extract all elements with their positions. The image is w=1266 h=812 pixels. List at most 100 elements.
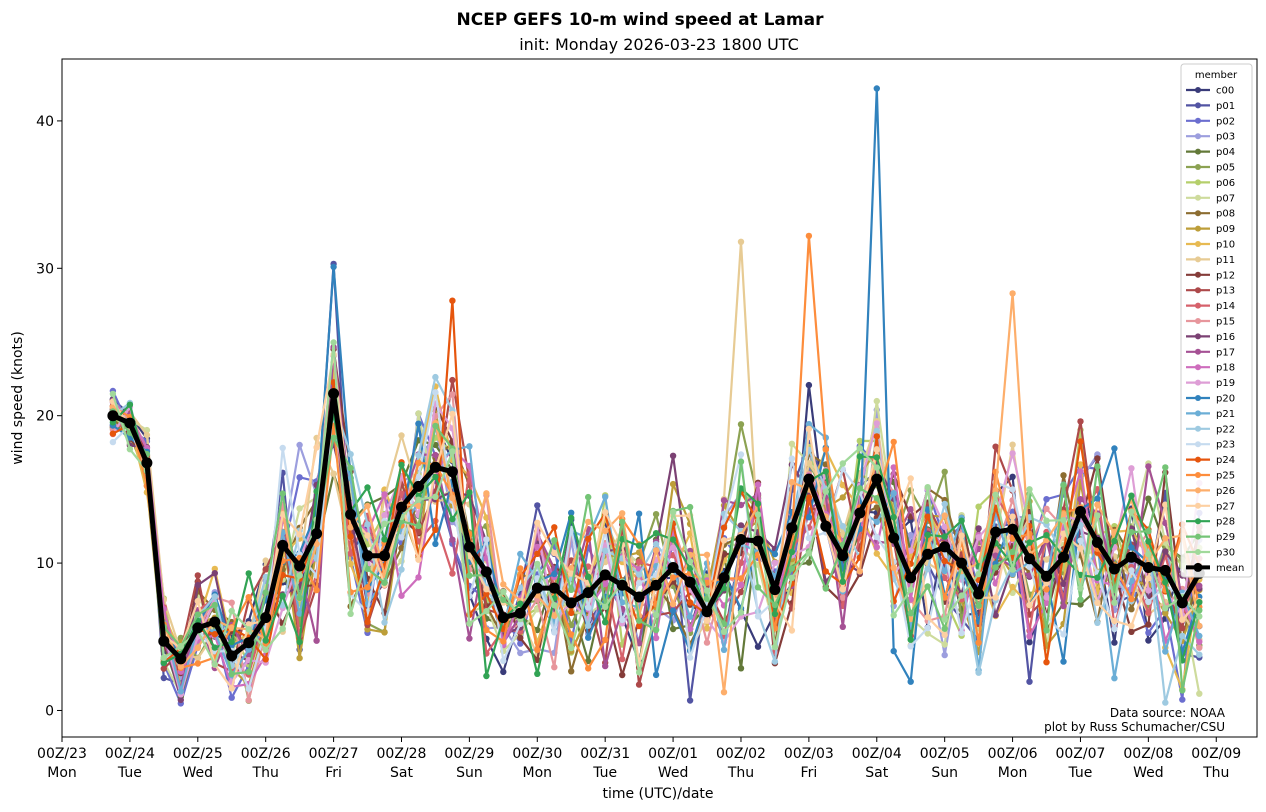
series-point-p29 (1145, 528, 1152, 535)
series-point-p30 (466, 620, 473, 627)
chart-title: NCEP GEFS 10-m wind speed at Lamar (457, 10, 825, 30)
series-point-p21 (686, 613, 694, 620)
series-point-p15 (228, 599, 235, 606)
series-point-p30 (873, 464, 880, 471)
mean-point (1176, 597, 1188, 609)
series-point-p17 (313, 637, 320, 644)
series-point-p17 (635, 640, 643, 647)
series-point-p17 (466, 635, 473, 642)
series-point-p13 (992, 443, 999, 450)
mean-point (514, 607, 526, 619)
legend-label: p20 (1216, 394, 1235, 405)
series-point-p03 (941, 651, 948, 659)
series-point-p21 (890, 490, 897, 497)
series-point-p30 (1026, 486, 1033, 493)
series-point-p19 (941, 523, 948, 530)
series-point-p26 (415, 502, 422, 510)
series-point-p27 (245, 621, 252, 628)
series-point-p27 (839, 586, 846, 593)
series-point-p30 (941, 616, 948, 623)
series-point-p22 (517, 584, 524, 591)
series-point-c00 (754, 643, 762, 650)
series-point-p25 (568, 631, 575, 638)
mean-point (413, 480, 424, 492)
series-point-p04 (1145, 495, 1152, 502)
series-point-p26 (313, 540, 320, 548)
series-point-p07 (941, 641, 948, 648)
series-point-p14 (619, 655, 626, 663)
mean-point (769, 584, 781, 596)
x-tick-date: 00Z/25 (173, 746, 223, 762)
series-point-p30 (602, 603, 609, 611)
series-point-p18 (1077, 468, 1084, 475)
mean-point (701, 606, 713, 618)
series-point-p12 (619, 671, 626, 679)
series-point-c00 (500, 668, 507, 676)
series-point-p27 (551, 549, 558, 557)
series-point-p30 (754, 511, 762, 518)
chart-subtitle: init: Monday 2026-03-23 1800 UTC (519, 35, 799, 54)
series-point-p24 (805, 494, 813, 501)
mean-point (735, 534, 747, 545)
y-tick-label: 0 (45, 703, 54, 719)
legend-label: p08 (1216, 209, 1235, 220)
series-point-p29 (364, 565, 371, 573)
series-point-p26 (619, 510, 626, 517)
x-tick-day: Tue (592, 765, 617, 781)
mean-point (803, 473, 815, 485)
series-point-p22 (364, 521, 371, 528)
series-point-p28 (262, 637, 269, 644)
legend-label: p15 (1216, 317, 1235, 328)
series-point-p28 (720, 585, 728, 592)
x-tick-date: 00Z/26 (241, 746, 291, 762)
legend-item-p24: p24 (1186, 455, 1235, 466)
series-point-p20 (568, 509, 575, 516)
series-point-p27 (941, 631, 948, 639)
series-point-p23 (245, 685, 252, 692)
x-tick-day: Tue (1068, 765, 1093, 781)
mean-point (379, 550, 390, 562)
series-point-p27 (1111, 617, 1118, 625)
series-point-p23 (483, 536, 490, 543)
mean-point (786, 522, 798, 534)
series-point-p11 (737, 238, 745, 245)
series-point-p22 (1162, 699, 1169, 706)
series-point-p21 (602, 493, 609, 500)
x-tick-date: 00Z/08 (1123, 746, 1173, 762)
series-point-p14 (347, 550, 354, 557)
series-point-p30 (330, 339, 337, 346)
x-tick-day: Wed (1133, 765, 1164, 781)
mean-layer (107, 388, 1205, 665)
x-tick-day: Sun (931, 765, 958, 781)
series-point-p01 (160, 674, 167, 682)
series-point-p17 (839, 623, 846, 630)
series-point-p17 (1060, 602, 1067, 610)
mean-point (1058, 551, 1069, 563)
mean-point (548, 582, 560, 594)
series-point-p05 (652, 511, 660, 518)
series-point-p15 (1196, 644, 1203, 651)
series-point-p19 (975, 534, 982, 541)
legend-label: p06 (1216, 178, 1235, 189)
series-point-p05 (737, 421, 745, 428)
series-point-p27 (1145, 575, 1152, 582)
legend-item-p20: p20 (1186, 394, 1235, 405)
series-point-p17 (602, 662, 609, 670)
legend-label: p22 (1216, 424, 1235, 435)
mean-point (497, 612, 509, 624)
legend-label: p02 (1216, 116, 1235, 127)
mean-point (888, 532, 900, 544)
legend-item-p05: p05 (1186, 163, 1235, 174)
legend-title: member (1195, 70, 1238, 81)
x-tick-date: 00Z/01 (648, 746, 698, 762)
legend-item-p09: p09 (1186, 224, 1235, 235)
series-point-p18 (652, 634, 660, 642)
mean-point (752, 535, 764, 547)
series-point-p09 (669, 480, 677, 488)
series-point-p16 (992, 611, 999, 619)
series-point-p30 (296, 572, 303, 579)
series-point-p30 (109, 390, 117, 398)
series-point-p28 (788, 548, 796, 556)
series-point-p30 (1111, 599, 1118, 606)
series-point-p11 (262, 557, 269, 564)
